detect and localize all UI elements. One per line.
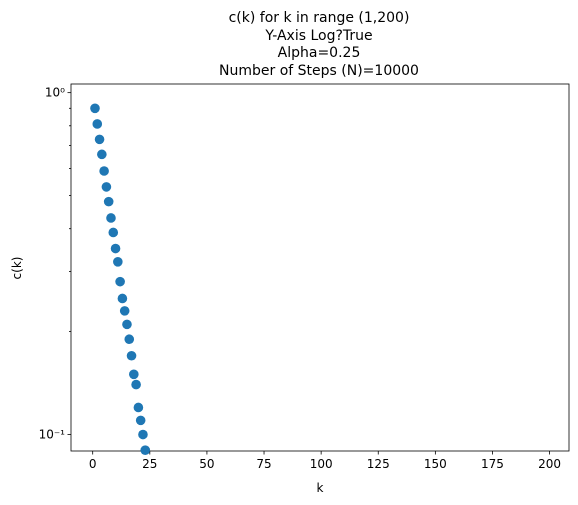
x-tick-label: 200: [538, 457, 561, 471]
data-point: [140, 445, 151, 455]
data-point: [129, 369, 139, 380]
data-point: [108, 227, 119, 238]
title-line-1: c(k) for k in range (1,200): [229, 10, 410, 26]
data-point: [97, 149, 107, 160]
data-point: [115, 276, 125, 287]
data-point: [138, 429, 148, 440]
title-line-4: Number of Steps (N)=10000: [219, 63, 419, 79]
data-point: [113, 257, 123, 267]
data-point: [90, 103, 100, 114]
data-point: [110, 243, 121, 254]
chart-title: c(k) for k in range (1,200) Y-Axis Log?T…: [219, 10, 419, 79]
x-axis-label: k: [317, 481, 324, 495]
x-tick-label: 150: [424, 457, 447, 471]
data-point: [131, 379, 141, 390]
title-line-2: Y-Axis Log?True: [264, 28, 372, 44]
data-point: [119, 306, 130, 316]
x-tick-label: 25: [142, 457, 157, 471]
title-line-3: Alpha=0.25: [278, 45, 361, 61]
x-tick-label: 125: [367, 457, 390, 471]
data-point: [124, 334, 135, 345]
data-point: [94, 134, 105, 145]
data-point: [126, 350, 137, 361]
y-axis: 10⁻¹ 10⁰: [39, 86, 71, 442]
y-tick-label: 10⁰: [45, 86, 65, 100]
data-point: [135, 415, 146, 426]
x-tick-label: 75: [256, 457, 271, 471]
data-point: [99, 166, 109, 176]
y-tick-label: 10⁻¹: [39, 428, 66, 442]
data-point: [133, 402, 144, 413]
data-point: [103, 196, 114, 207]
data-point: [122, 319, 132, 330]
x-tick-label: 50: [199, 457, 214, 471]
x-axis: 0 25 50 75 100 125 150 175 200: [89, 451, 561, 471]
x-tick-label: 100: [310, 457, 333, 471]
data-points: [90, 103, 151, 455]
y-axis-label: c(k): [10, 257, 24, 280]
data-point: [117, 293, 128, 304]
x-tick-label: 175: [481, 457, 504, 471]
plot-area-frame: [70, 83, 570, 452]
data-point: [101, 182, 112, 192]
data-point: [92, 119, 103, 129]
data-point: [106, 213, 116, 223]
x-tick-label: 0: [89, 457, 97, 471]
